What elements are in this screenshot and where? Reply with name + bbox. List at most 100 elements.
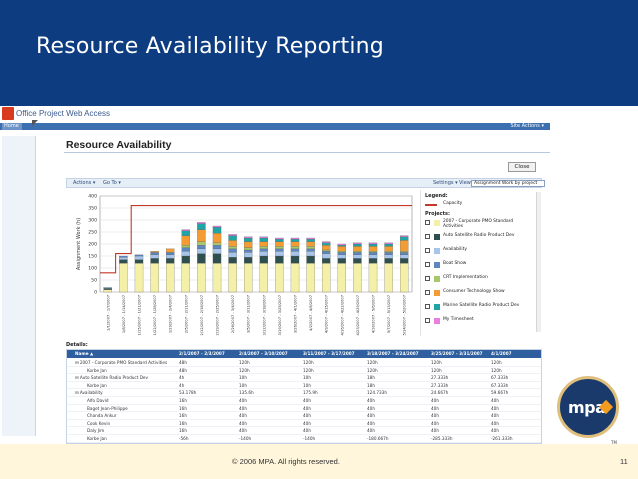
app-name: Office Project Web Access <box>16 109 110 118</box>
bar-segment <box>197 245 206 249</box>
legend-checkbox[interactable] <box>425 262 430 267</box>
mpa-logo: mpa <box>557 376 619 438</box>
settings-menu[interactable]: Settings ▾ <box>433 180 458 186</box>
legend-swatch <box>434 304 440 310</box>
bar-segment <box>290 251 300 257</box>
bar-segment <box>306 263 315 293</box>
bar-segment <box>322 245 331 251</box>
bar-segment <box>134 259 144 264</box>
close-button[interactable]: Close <box>508 162 536 172</box>
bar-segment <box>306 239 315 242</box>
bar-segment <box>400 254 409 259</box>
title-divider <box>64 152 550 153</box>
pwa-header: Office Project Web Access <box>0 106 550 122</box>
legend-item[interactable]: Marine Satellite Radio Product Dev <box>425 303 535 313</box>
legend-item[interactable]: My Timesheet <box>425 317 535 327</box>
bar-segment <box>322 242 331 246</box>
value-cell: 16h <box>179 398 187 403</box>
bar-segment <box>228 235 237 241</box>
view-select[interactable]: Assignment Work by project <box>471 180 545 187</box>
legend-checkbox[interactable] <box>425 318 430 323</box>
value-cell: 40h <box>239 413 247 419</box>
legend-checkbox[interactable] <box>425 290 430 295</box>
x-tick-label: 5/7/2007 - 5/13/2007 <box>387 295 391 333</box>
legend-checkbox[interactable] <box>425 234 430 239</box>
bar-segment <box>353 258 362 264</box>
tab-home[interactable]: Home <box>2 123 22 130</box>
bar-segment <box>244 237 253 242</box>
bar-segment <box>368 242 378 245</box>
value-cell: 2/4/2007 - 3/10/2007 <box>239 351 288 356</box>
top-nav-bar: Home Site Actions ▾ <box>0 123 550 130</box>
bar-segment <box>400 235 409 237</box>
legend-scrollbar[interactable] <box>536 192 541 332</box>
value-cell: 67.333h <box>491 375 509 381</box>
bar-segment <box>150 254 159 259</box>
x-tick-label: 4/16/2007 - 4/22/2007 <box>340 295 344 335</box>
value-cell: 40h <box>303 413 311 419</box>
page-title: Resource Availability <box>66 139 172 151</box>
legend-item[interactable]: 2007 - Corporate PMO Standard Activities <box>425 219 535 229</box>
bar-segment <box>306 241 315 247</box>
legend-checkbox[interactable] <box>425 220 430 225</box>
legend-item[interactable]: Auto Satellite Radio Product Dev <box>425 233 535 243</box>
bar-segment <box>384 263 393 293</box>
actions-menu[interactable]: Actions ▾ <box>73 180 96 186</box>
row-name-cell: Chanda Ankur <box>87 413 117 419</box>
legend-item[interactable]: CRT Implementation <box>425 275 535 285</box>
bar-segment <box>290 241 300 247</box>
bar-segment <box>228 240 237 247</box>
value-cell: 40h <box>431 420 439 426</box>
bar-segment <box>244 241 253 248</box>
bar-segment <box>259 255 268 264</box>
bar-segment <box>197 263 206 293</box>
details-grid: Name ▲ 2/1/2007 - 2/3/2007 2/4/2007 - 3/10… <box>66 349 542 444</box>
details-label: Details: <box>66 342 88 348</box>
bar-segment <box>259 246 268 249</box>
x-tick-label: 2/26/2007 - 3/4/2007 <box>231 295 235 333</box>
y-tick-label: 400 <box>88 194 97 200</box>
bar-segment <box>166 258 175 264</box>
bar-segment <box>368 246 378 252</box>
bar-segment <box>275 248 284 252</box>
table-row: ⊟ 2007 - Corporate PMO Standard Activiti… <box>67 359 541 367</box>
bar-segment <box>119 263 128 293</box>
site-actions-menu[interactable]: Site Actions ▾ <box>510 123 544 129</box>
bar-segment <box>166 254 175 259</box>
bar-segment <box>290 239 300 242</box>
bar-segment <box>197 248 206 254</box>
bar-segment <box>384 252 393 255</box>
value-cell: 120h <box>239 367 250 373</box>
legend-item[interactable]: Availability <box>425 247 535 257</box>
go-to-menu[interactable]: Go To ▾ <box>103 180 121 186</box>
value-cell: 40h <box>431 398 439 403</box>
value-cell: 10h <box>239 382 247 388</box>
x-tick-label: 3/19/2007 - 3/25/2007 <box>278 295 282 335</box>
value-cell: 40h <box>491 405 499 411</box>
legend-item-label: Auto Satellite Radio Product Dev <box>443 233 515 238</box>
value-cell: 40h <box>367 420 375 426</box>
value-cell: 48h <box>179 367 187 373</box>
legend-checkbox[interactable] <box>425 248 430 253</box>
table-row: Daly Jim 16h 40h 40h 40h 40h 40h <box>67 427 541 435</box>
value-cell: -56h <box>179 436 189 441</box>
legend-checkbox[interactable] <box>425 276 430 281</box>
bar-segment <box>290 246 300 249</box>
legend-item[interactable]: Boat Show <box>425 261 535 271</box>
row-name-cell: ⊟ Auto Satellite Radio Product Dev <box>75 375 148 381</box>
value-cell: 40h <box>239 428 247 434</box>
legend-checkbox[interactable] <box>425 304 430 309</box>
value-cell: -261.333h <box>491 436 513 441</box>
value-cell: 10h <box>303 375 311 381</box>
bar-segment <box>244 252 253 258</box>
y-tick-label: 100 <box>88 266 97 272</box>
value-cell: 124.733h <box>367 390 387 396</box>
bar-segment <box>166 248 175 253</box>
x-tick-label: 1/1/2007 - 1/7/2007 <box>106 295 110 331</box>
value-cell: 24.667h <box>431 390 449 396</box>
value-cell: 10h <box>303 382 311 388</box>
availability-chart: 0 50 100 150 200 250 300 350 400 Assignment Work … <box>66 190 418 336</box>
legend-item[interactable]: Consumer Technology Show <box>425 289 535 299</box>
legend-swatch <box>434 318 440 324</box>
bar-segment <box>275 251 284 257</box>
